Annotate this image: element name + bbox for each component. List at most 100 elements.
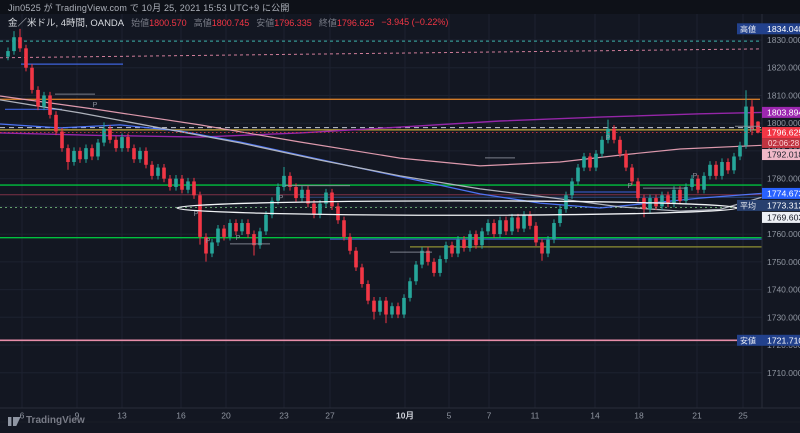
candle: [474, 234, 478, 246]
candle: [486, 223, 490, 232]
price-chip-value: 1792.018: [767, 150, 800, 160]
time-axis-label: 21: [692, 411, 702, 421]
axes[interactable]: 1830.0001820.0001810.0001800.0001790.000…: [0, 14, 800, 423]
pivot-label: P: [93, 102, 98, 109]
symbol-title: 金／米ドル, 4時間, OANDA: [8, 18, 125, 29]
candle: [420, 250, 424, 265]
candle: [522, 214, 526, 229]
candle: [24, 48, 28, 68]
legend-high: 高値1800.745: [193, 17, 250, 28]
candle: [216, 228, 220, 243]
candle: [450, 245, 454, 254]
candle: [504, 220, 508, 232]
candle: [48, 95, 52, 115]
time-axis-label: 6: [20, 411, 25, 421]
price-chip-value: 1803.894: [767, 107, 800, 117]
price-chip-value: 1773.312: [767, 200, 800, 210]
candle: [618, 139, 622, 154]
candle: [612, 128, 616, 140]
candle: [510, 217, 514, 232]
candle: [624, 153, 628, 168]
pivot-label: P: [279, 195, 284, 202]
price-axis-label: 1740.000: [767, 285, 800, 295]
candle: [540, 242, 544, 254]
price-axis-label: 1800.000: [767, 118, 800, 128]
candle: [126, 137, 130, 149]
candle: [144, 150, 148, 165]
dashed-pink-zone: [0, 48, 762, 59]
time-axis-label: 16: [176, 411, 186, 421]
candle: [180, 178, 184, 190]
price-chip: [737, 199, 800, 211]
candle: [438, 259, 442, 273]
pivot-label: P: [628, 183, 633, 190]
candle: [708, 164, 712, 176]
candle: [252, 234, 256, 246]
price-axis-label: 1760.000: [767, 229, 800, 239]
pivot-markers: P P P P P P P P P: [55, 93, 760, 253]
candle: [456, 239, 460, 254]
candle: [594, 153, 598, 168]
legend-open: 始値1800.570: [131, 17, 187, 28]
ma-blue: [0, 123, 762, 209]
candle: [228, 223, 232, 237]
candle: [576, 167, 580, 182]
candle: [672, 189, 676, 204]
candle: [102, 128, 106, 143]
candle: [120, 137, 124, 149]
candle: [732, 156, 736, 171]
chart-legend: 金／米ドル, 4時間, OANDA 始値1800.570 高値1800.745 …: [8, 16, 449, 29]
tradingview-logo[interactable]: TradingView: [8, 413, 85, 427]
ma-gray: [0, 99, 762, 212]
time-axis-label: 25: [738, 411, 748, 421]
plot-area[interactable]: P P P P P P P P P: [0, 28, 762, 342]
candle: [528, 214, 532, 226]
price-axis-label: 1780.000: [767, 174, 800, 184]
legend-low: 安値1796.335: [256, 17, 312, 28]
pivot-label: P: [236, 235, 241, 242]
candle: [720, 162, 724, 176]
price-axis-label: 1730.000: [767, 312, 800, 322]
candle: [234, 223, 238, 232]
candle: [534, 225, 538, 243]
moving-averages: [0, 95, 762, 212]
svg-text:平均: 平均: [740, 200, 756, 210]
candle: [726, 162, 730, 171]
horizontal-lines[interactable]: [0, 40, 762, 342]
ellipse-annotation[interactable]: [176, 200, 738, 216]
candle: [264, 214, 268, 232]
candle: [192, 181, 196, 196]
price-chip-value: 1796.625: [767, 128, 800, 138]
candle: [756, 121, 760, 133]
legend-change: −3.945 (−0.22%): [381, 17, 449, 27]
candle: [282, 175, 286, 187]
candle: [318, 203, 322, 215]
candle: [684, 186, 688, 201]
candle: [390, 306, 394, 315]
svg-text:高値: 高値: [740, 24, 756, 34]
candle: [54, 114, 58, 132]
candle: [738, 145, 742, 157]
tradingview-logo-icon: [8, 417, 21, 426]
candle: [750, 106, 754, 129]
candle: [150, 164, 154, 176]
candle: [96, 142, 100, 157]
candle: [36, 89, 40, 107]
candle: [564, 195, 568, 210]
candle: [30, 67, 34, 90]
candle: [210, 242, 214, 254]
candle: [396, 306, 400, 315]
price-axis-label: 1750.000: [767, 257, 800, 267]
candle: [546, 239, 550, 254]
candle: [156, 167, 160, 176]
candlestick-series: [6, 28, 760, 324]
candle: [426, 250, 430, 262]
candle: [348, 236, 352, 251]
candle: [198, 195, 202, 237]
pivot-label: P: [206, 238, 211, 245]
price-chip: [762, 106, 800, 118]
candle: [222, 228, 226, 237]
price-chip: [762, 211, 800, 223]
